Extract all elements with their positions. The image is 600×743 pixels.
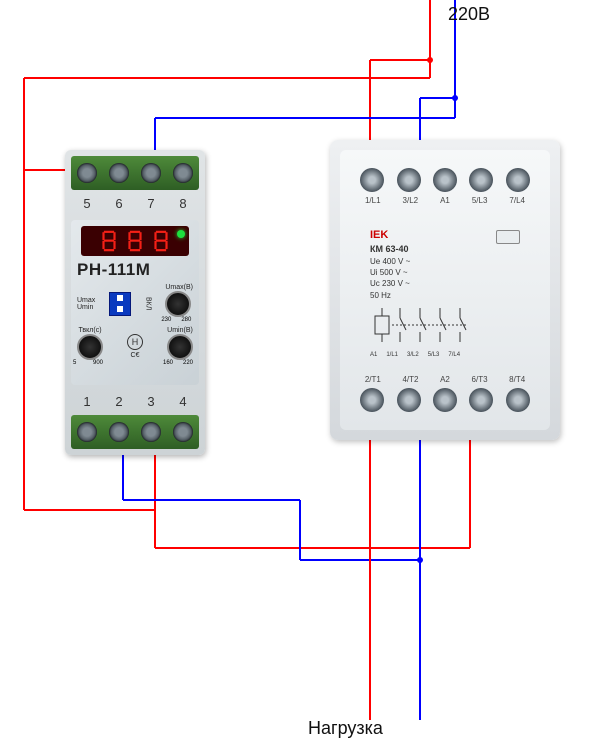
relay-display: [81, 226, 189, 256]
voltage-relay: 5 6 7 8: [65, 150, 205, 455]
relay-terminal-5[interactable]: [77, 163, 97, 183]
contactor-terminal-5L3[interactable]: [469, 168, 493, 192]
contactor-terminal-8T4[interactable]: [506, 388, 530, 412]
supply-label: 220В: [448, 4, 490, 25]
relay-model: PH-111M: [77, 260, 193, 280]
relay-top-terminals: [71, 156, 199, 190]
contactor-terminal-A1[interactable]: [433, 168, 457, 192]
contactor-bottom-terminals: [354, 388, 536, 412]
contactor-terminal-A2[interactable]: [433, 388, 457, 412]
relay-bottom-terminals: [71, 415, 199, 449]
relay-face: PH-111M Umax Umin ВКЛ Umax(B) 230280: [71, 220, 199, 385]
relay-terminal-6[interactable]: [109, 163, 129, 183]
contactor-terminal-2T1[interactable]: [360, 388, 384, 412]
relay-logo: H: [127, 334, 143, 350]
contactor-label: IEK КМ 63-40 Ue 400 V ~ Ui 500 V ~ Uc 23…: [370, 228, 520, 301]
relay-terminal-1[interactable]: [77, 422, 97, 442]
contactor-diagram: A1 1/L1 3/L2 5/L3 7/L4: [370, 300, 480, 358]
relay-terminal-4[interactable]: [173, 422, 193, 442]
contactor: 1/L1 3/L2 A1 5/L3 7/L4 IEK КМ 63-40 Ue 4…: [330, 140, 560, 440]
umax-knob[interactable]: [165, 291, 191, 317]
relay-terminal-2[interactable]: [109, 422, 129, 442]
contactor-terminal-4T2[interactable]: [397, 388, 421, 412]
dip-switch[interactable]: [109, 292, 131, 316]
contactor-terminal-7L4[interactable]: [506, 168, 530, 192]
relay-terminal-7[interactable]: [141, 163, 161, 183]
relay-bottom-labels: 1 2 3 4: [71, 394, 199, 409]
umin-knob[interactable]: [167, 334, 193, 360]
relay-terminal-8[interactable]: [173, 163, 193, 183]
tvkl-knob[interactable]: [77, 334, 103, 360]
contactor-top-terminals: [354, 168, 536, 192]
contactor-terminal-1L1[interactable]: [360, 168, 384, 192]
relay-led: [177, 230, 185, 238]
contactor-terminal-6T3[interactable]: [469, 388, 493, 412]
relay-top-labels: 5 6 7 8: [71, 196, 199, 211]
load-label: Нагрузка: [308, 718, 383, 739]
relay-terminal-3[interactable]: [141, 422, 161, 442]
contactor-terminal-3L2[interactable]: [397, 168, 421, 192]
